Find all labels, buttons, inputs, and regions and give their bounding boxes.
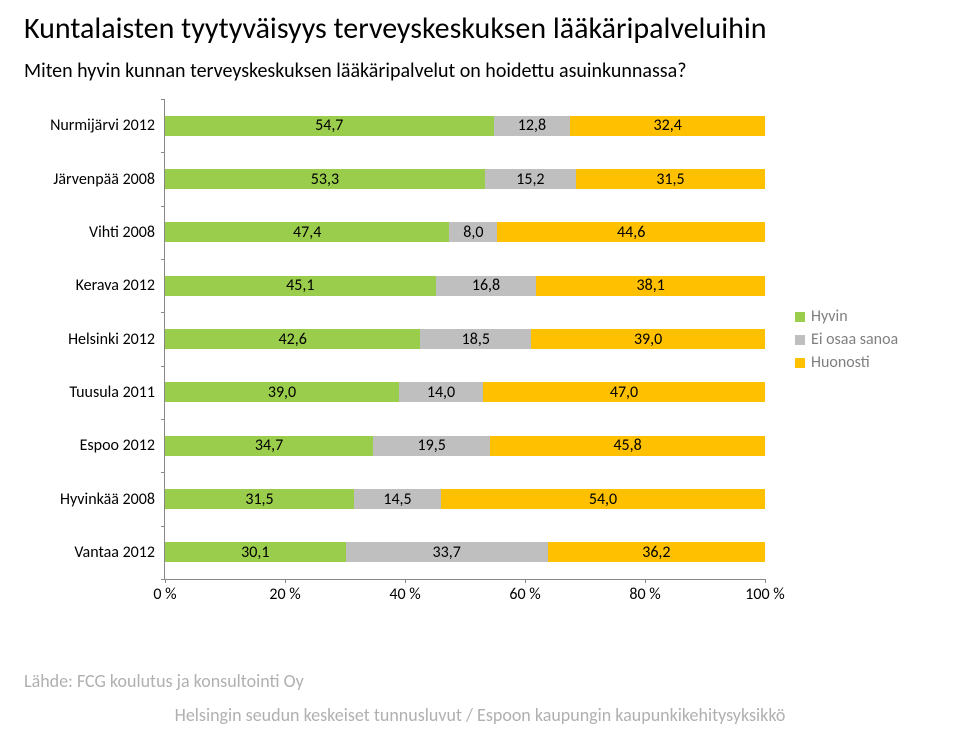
legend-label: Ei osaa sanoa (811, 330, 898, 349)
category-label: Kerava 2012 (76, 276, 155, 295)
category-label: Järvenpää 2008 (53, 170, 155, 189)
bar-segment: 45,8 (490, 436, 765, 456)
bar-segment: 12,8 (494, 116, 571, 136)
x-tick-label: 80 % (629, 585, 660, 604)
bar-segment: 19,5 (373, 436, 490, 456)
table-row: Järvenpää 200853,315,231,5 (165, 169, 765, 189)
bar-segment: 47,4 (165, 222, 449, 242)
bar-segment: 18,5 (420, 329, 531, 349)
legend-item: Ei osaa sanoa (795, 330, 898, 349)
stacked-bar: 34,719,545,8 (165, 436, 765, 456)
table-row: Vihti 200847,48,044,6 (165, 222, 765, 242)
category-label: Tuusula 2011 (69, 383, 155, 402)
bar-segment: 34,7 (165, 436, 373, 456)
bar-segment: 42,6 (165, 329, 420, 349)
bar-segment: 39,0 (165, 382, 399, 402)
stacked-bar: 53,315,231,5 (165, 169, 765, 189)
x-tick-label: 0 % (153, 585, 176, 604)
x-tick-label: 100 % (745, 585, 784, 604)
bar-segment: 15,2 (485, 169, 576, 189)
legend-swatch (795, 358, 805, 368)
x-tick-label: 40 % (389, 585, 420, 604)
bar-segment: 53,3 (165, 169, 485, 189)
category-label: Vantaa 2012 (74, 543, 155, 562)
category-label: Vihti 2008 (89, 223, 155, 242)
category-label: Hyvinkää 2008 (60, 490, 155, 509)
bar-segment: 8,0 (449, 222, 497, 242)
stacked-bar: 39,014,047,0 (165, 382, 765, 402)
bar-segment: 16,8 (436, 276, 537, 296)
bar-segment: 47,0 (483, 382, 765, 402)
bar-segment: 14,5 (354, 489, 441, 509)
bar-segment: 31,5 (165, 489, 354, 509)
bar-segment: 33,7 (346, 542, 548, 562)
legend-item: Hyvin (795, 307, 898, 326)
page-subtitle: Miten hyvin kunnan terveyskeskuksen lääk… (24, 59, 936, 83)
stacked-bar: 30,133,736,2 (165, 542, 765, 562)
stacked-bar: 31,514,554,0 (165, 489, 765, 509)
legend-label: Huonosti (811, 353, 870, 372)
chart-area: 0 %20 %40 %60 %80 %100 %Nurmijärvi 20125… (24, 99, 936, 580)
category-label: Espoo 2012 (80, 436, 155, 455)
legend-swatch (795, 335, 805, 345)
bar-segment: 45,1 (165, 276, 436, 296)
bar-segment: 36,2 (548, 542, 765, 562)
footer-note: Helsingin seudun keskeiset tunnusluvut /… (0, 704, 960, 726)
source-note: Lähde: FCG koulutus ja konsultointi Oy (24, 670, 304, 692)
bar-segment: 44,6 (497, 222, 765, 242)
legend: Hyvin Ei osaa sanoa Huonosti (795, 307, 898, 372)
table-row: Espoo 201234,719,545,8 (165, 436, 765, 456)
bar-segment: 54,7 (165, 116, 494, 136)
table-row: Helsinki 201242,618,539,0 (165, 329, 765, 349)
legend-item: Huonosti (795, 353, 898, 372)
x-tick-label: 20 % (269, 585, 300, 604)
bar-segment: 31,5 (576, 169, 765, 189)
table-row: Nurmijärvi 201254,712,832,4 (165, 116, 765, 136)
stacked-bar: 47,48,044,6 (165, 222, 765, 242)
bar-segment: 14,0 (399, 382, 483, 402)
page-title: Kuntalaisten tyytyväisyys terveyskeskuks… (24, 10, 936, 47)
stacked-bar: 42,618,539,0 (165, 329, 765, 349)
bar-segment: 30,1 (165, 542, 346, 562)
bar-chart: 0 %20 %40 %60 %80 %100 %Nurmijärvi 20125… (164, 99, 765, 580)
legend-label: Hyvin (811, 307, 848, 326)
category-label: Nurmijärvi 2012 (50, 116, 155, 135)
table-row: Hyvinkää 200831,514,554,0 (165, 489, 765, 509)
bar-segment: 32,4 (570, 116, 765, 136)
table-row: Vantaa 201230,133,736,2 (165, 542, 765, 562)
bar-segment: 38,1 (536, 276, 765, 296)
bar-segment: 54,0 (441, 489, 765, 509)
bar-segment: 39,0 (531, 329, 765, 349)
table-row: Kerava 201245,116,838,1 (165, 276, 765, 296)
legend-swatch (795, 312, 805, 322)
category-label: Helsinki 2012 (68, 330, 155, 349)
x-tick-label: 60 % (509, 585, 540, 604)
stacked-bar: 54,712,832,4 (165, 116, 765, 136)
stacked-bar: 45,116,838,1 (165, 276, 765, 296)
table-row: Tuusula 201139,014,047,0 (165, 382, 765, 402)
